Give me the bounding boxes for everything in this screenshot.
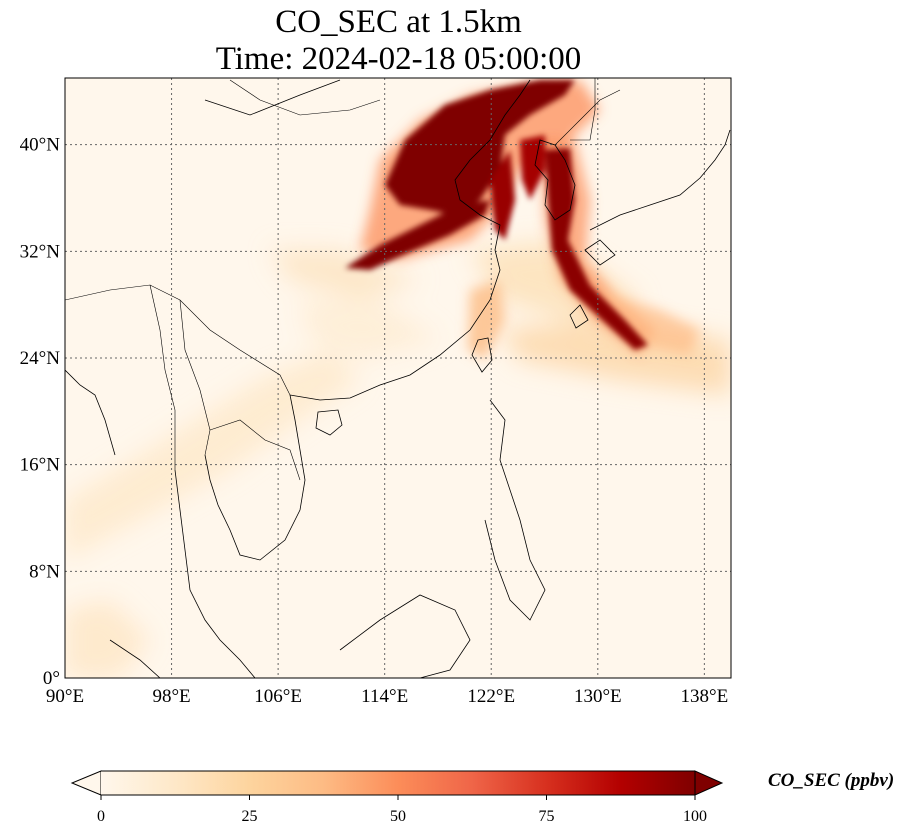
lat-tick-label: 0° (43, 668, 60, 689)
colorbar-tick-label: 25 (242, 808, 258, 825)
colorbar-max-extend (694, 770, 724, 796)
colorbar-tick-label: 100 (683, 808, 707, 825)
latitude-tick-labels: 0° 8°N 16°N 24°N 32°N 40°N (20, 135, 61, 689)
lon-tick-label: 98°E (152, 686, 190, 707)
coastlines (65, 78, 731, 678)
colorbar-tick-label: 50 (390, 808, 406, 825)
colorbar-label: CO_SEC (ppbv) (768, 770, 895, 791)
colorbar-tick-label: 0 (97, 808, 105, 825)
lat-tick-label: 8°N (29, 561, 60, 582)
gridlines (65, 78, 731, 678)
pollution-plume-high (345, 80, 648, 350)
lon-tick-label: 130°E (574, 686, 622, 707)
lon-tick-label: 114°E (361, 686, 408, 707)
colorbar-min-extend (70, 770, 102, 796)
colorbar-gradient (101, 771, 695, 795)
lon-tick-label: 90°E (46, 686, 84, 707)
lat-tick-label: 16°N (20, 455, 61, 476)
lon-tick-label: 138°E (681, 686, 729, 707)
longitude-tick-labels: 90°E 98°E 106°E 114°E 122°E 130°E 138°E (46, 686, 728, 707)
map-title-line2: Time: 2024-02-18 05:00:00 (215, 41, 582, 77)
map-frame (64, 77, 732, 679)
lon-tick-label: 106°E (254, 686, 302, 707)
map-title-line1: CO_SEC at 1.5km (275, 4, 522, 40)
lat-tick-label: 24°N (20, 348, 61, 369)
lon-tick-label: 122°E (467, 686, 515, 707)
colorbar-ticks: 0 25 50 75 100 (97, 795, 707, 825)
lat-tick-label: 40°N (20, 135, 61, 156)
colorbar-tick-label: 75 (539, 808, 555, 825)
lat-tick-label: 32°N (20, 241, 61, 262)
